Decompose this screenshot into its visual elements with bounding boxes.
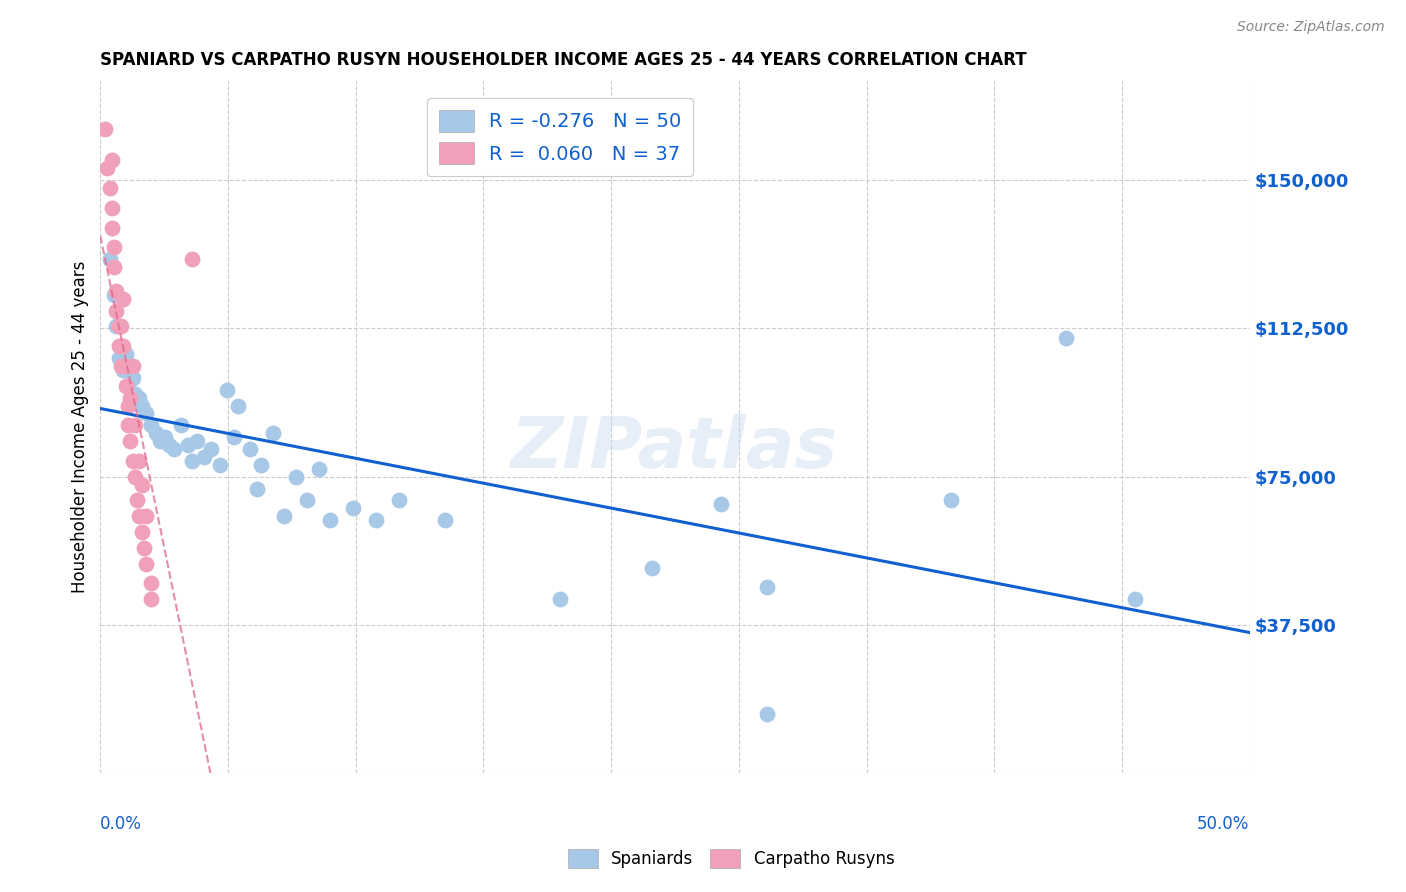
Point [110,319,132,334]
Point [131,399,153,413]
Point [112,363,135,377]
Point [117,418,139,433]
Point [145,426,167,441]
Point [284,469,307,483]
Point [1054,331,1077,345]
Point [98,181,121,195]
Point [157,438,180,452]
Text: ZIPatlas: ZIPatlas [512,414,838,483]
Point [128,454,150,468]
Point [434,513,457,527]
Point [135,557,157,571]
Point [215,383,238,397]
Point [124,418,146,433]
Point [114,378,136,392]
Point [132,541,155,555]
Legend: R = -0.276   N = 50, R =  0.060   N = 37: R = -0.276 N = 50, R = 0.060 N = 37 [427,98,693,176]
Point [153,430,176,444]
Point [186,434,208,449]
Point [226,399,249,413]
Point [121,371,143,385]
Point [163,442,186,456]
Point [131,477,153,491]
Point [96,161,118,176]
Text: Source: ZipAtlas.com: Source: ZipAtlas.com [1237,20,1385,34]
Point [239,442,262,456]
Point [755,580,778,594]
Point [127,493,149,508]
Point [107,319,129,334]
Point [105,303,128,318]
Point [262,426,284,441]
Point [273,509,295,524]
Point [222,430,245,444]
Point [128,391,150,405]
Point [366,513,388,527]
Point [128,509,150,524]
Point [101,220,124,235]
Point [112,292,135,306]
Point [114,359,136,373]
Point [641,560,664,574]
Point [548,592,571,607]
Point [107,351,129,365]
Point [208,458,231,472]
Point [103,260,125,275]
Point [308,462,330,476]
Point [246,482,269,496]
Point [110,339,132,353]
Point [200,442,222,456]
Point [939,493,962,508]
Point [135,406,157,420]
Point [297,493,319,508]
Point [105,284,128,298]
Point [112,339,135,353]
Point [1123,592,1146,607]
Point [176,438,198,452]
Point [193,450,215,464]
Point [121,454,143,468]
Point [388,493,411,508]
Legend: Spaniards, Carpatho Rusyns: Spaniards, Carpatho Rusyns [561,842,901,875]
Point [94,121,117,136]
Point [98,252,121,267]
Text: 0.0%: 0.0% [100,814,142,833]
Point [135,509,157,524]
Point [710,497,733,511]
Y-axis label: Householder Income Ages 25 - 44 years: Householder Income Ages 25 - 44 years [72,261,89,593]
Point [117,378,139,392]
Point [139,418,162,433]
Point [103,288,125,302]
Point [755,706,778,721]
Point [121,359,143,373]
Point [107,339,129,353]
Point [120,434,142,449]
Point [149,434,172,449]
Point [319,513,342,527]
Point [110,359,132,373]
Point [170,418,193,433]
Point [342,501,364,516]
Point [120,391,142,405]
Point [139,576,162,591]
Point [101,153,124,168]
Text: 50.0%: 50.0% [1197,814,1250,833]
Point [114,347,136,361]
Point [117,399,139,413]
Point [124,469,146,483]
Point [124,386,146,401]
Point [131,524,153,539]
Point [139,592,162,607]
Point [103,240,125,254]
Point [101,201,124,215]
Point [250,458,273,472]
Point [181,252,204,267]
Text: SPANIARD VS CARPATHO RUSYN HOUSEHOLDER INCOME AGES 25 - 44 YEARS CORRELATION CHA: SPANIARD VS CARPATHO RUSYN HOUSEHOLDER I… [100,51,1026,69]
Point [105,319,128,334]
Point [181,454,204,468]
